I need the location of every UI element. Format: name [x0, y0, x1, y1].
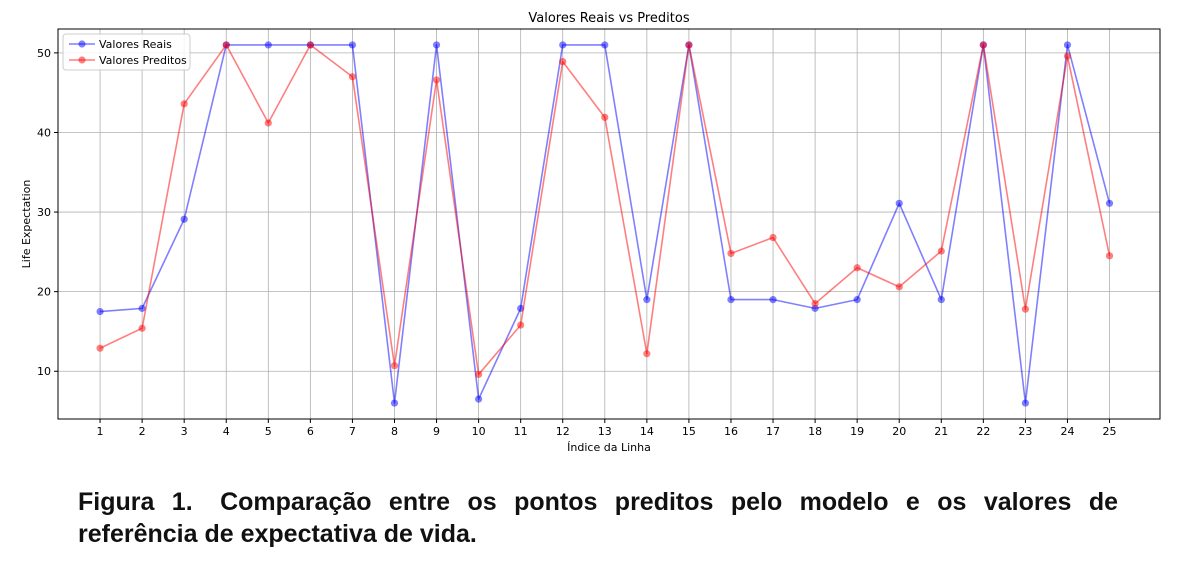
series-layer	[96, 41, 1114, 407]
x-tick-label: 1	[97, 425, 104, 438]
data-point	[264, 119, 272, 127]
y-tick-label: 50	[37, 47, 51, 60]
data-point	[601, 113, 609, 121]
x-tick-label: 5	[265, 425, 272, 438]
data-point	[853, 296, 861, 304]
x-tick-label: 25	[1103, 425, 1117, 438]
x-tick-label: 3	[181, 425, 188, 438]
x-tick-label: 18	[808, 425, 822, 438]
legend: Valores Reais Valores Preditos	[62, 33, 191, 71]
x-axis-ticks: 1 2 3 4 5 6 7 8 9 10 11 12 13 14 15 16 17 18 19 20 21 22 23 24 2…	[97, 419, 1117, 438]
data-point	[559, 58, 567, 66]
line-chart: Valores Reais vs Preditos 1 2 3 4 5 6 7 8 9 10 11 1…	[20, 11, 1161, 454]
data-point	[811, 299, 819, 308]
caption-label: Figura 1.	[78, 488, 193, 516]
data-point	[390, 362, 399, 370]
x-axis-label: Índice da Linha	[567, 441, 651, 454]
x-tick-label: 9	[433, 425, 440, 438]
x-tick-label: 2	[139, 425, 146, 438]
data-point	[390, 399, 399, 407]
data-point	[475, 395, 483, 403]
data-point	[685, 41, 693, 49]
chart-title: Valores Reais vs Preditos	[528, 11, 689, 26]
data-point	[222, 41, 230, 49]
data-point	[1063, 52, 1072, 60]
legend-entry-reais: Valores Reais	[69, 38, 172, 51]
legend-box	[62, 33, 191, 71]
data-point	[264, 41, 272, 49]
legend-label-preditos: Valores Preditos	[99, 54, 187, 67]
data-point	[769, 233, 777, 242]
x-tick-label: 20	[892, 425, 906, 438]
x-tick-label: 21	[934, 425, 948, 438]
data-point	[517, 321, 525, 329]
x-tick-label: 23	[1018, 425, 1032, 438]
x-tick-label: 6	[307, 425, 314, 438]
y-tick-label: 40	[37, 126, 51, 139]
data-point	[306, 41, 314, 49]
x-tick-label: 10	[472, 425, 486, 438]
x-tick-label: 12	[556, 425, 570, 438]
data-point	[601, 41, 609, 49]
data-point	[937, 296, 945, 304]
data-point	[937, 247, 945, 255]
y-axis-label: Life Expectation	[20, 180, 33, 269]
data-point	[979, 41, 987, 49]
data-point	[1105, 252, 1114, 260]
data-point	[180, 100, 188, 108]
x-tick-label: 24	[1060, 425, 1074, 438]
data-point	[475, 370, 483, 379]
x-tick-label: 22	[976, 425, 990, 438]
data-point	[96, 344, 104, 352]
y-tick-label: 10	[37, 365, 51, 378]
plot-frame	[57, 28, 1161, 420]
data-point	[727, 249, 735, 258]
data-point	[180, 215, 188, 223]
figure-caption: Figura 1. Comparação entre os pontos pre…	[78, 486, 1118, 550]
y-tick-label: 20	[37, 286, 51, 299]
x-tick-label: 11	[514, 425, 528, 438]
x-tick-label: 19	[850, 425, 864, 438]
caption-text: Comparação entre os pontos preditos pelo…	[78, 488, 1118, 548]
data-point	[853, 264, 861, 272]
data-point	[643, 296, 651, 304]
grid-lines	[58, 29, 1160, 419]
data-point	[1021, 305, 1030, 313]
data-point	[1063, 41, 1072, 49]
legend-entry-preditos: Valores Preditos	[69, 54, 187, 67]
data-point	[138, 324, 146, 332]
data-point	[348, 73, 357, 81]
x-tick-label: 14	[640, 425, 654, 438]
x-tick-label: 7	[349, 425, 356, 438]
x-tick-label: 17	[766, 425, 780, 438]
data-point	[1105, 199, 1114, 207]
data-point	[643, 350, 651, 358]
x-tick-label: 15	[682, 425, 696, 438]
data-point	[895, 199, 903, 207]
legend-label-reais: Valores Reais	[99, 38, 172, 51]
data-point	[769, 296, 777, 304]
x-tick-label: 13	[598, 425, 612, 438]
series-preditos	[96, 41, 1114, 379]
y-tick-label: 30	[37, 206, 51, 219]
data-point	[1021, 399, 1030, 407]
y-axis-ticks: 10 20 30 40 50	[37, 47, 58, 378]
data-point	[727, 296, 735, 304]
data-point	[895, 283, 903, 291]
data-point	[432, 41, 441, 49]
data-point	[432, 76, 441, 84]
data-point	[348, 41, 357, 49]
x-tick-label: 4	[223, 425, 230, 438]
x-tick-label: 16	[724, 425, 738, 438]
data-point	[138, 304, 146, 312]
data-point	[96, 307, 104, 316]
data-point	[559, 41, 567, 49]
x-tick-label: 8	[391, 425, 398, 438]
